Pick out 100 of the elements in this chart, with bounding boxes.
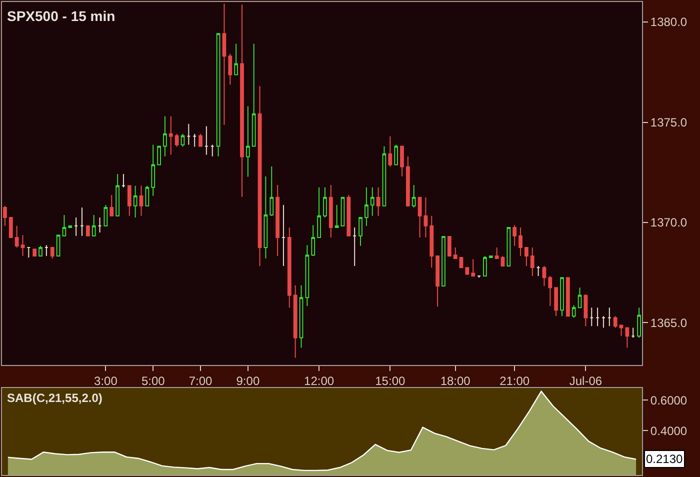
- y-tick-label: 0.4000: [650, 424, 688, 438]
- candlestick: [133, 185, 138, 218]
- y-tick-label: 1375.0: [650, 115, 688, 130]
- candlestick: [346, 194, 351, 236]
- candlestick: [596, 307, 600, 327]
- candlestick: [127, 185, 132, 216]
- candlestick: [282, 204, 286, 266]
- candlestick: [424, 196, 428, 238]
- candlestick: [412, 184, 416, 208]
- candlestick: [276, 184, 280, 256]
- candlestick: [168, 116, 173, 156]
- candlestick: [122, 173, 126, 188]
- candlestick: [488, 255, 493, 258]
- candlestick: [465, 267, 470, 275]
- candlestick: [352, 226, 357, 266]
- candlestick: [32, 248, 37, 258]
- candlestick: [74, 216, 78, 236]
- candlestick: [418, 196, 422, 238]
- candlestick: [180, 133, 185, 148]
- candlestick: [299, 284, 304, 348]
- candlestick: [68, 225, 72, 228]
- candlestick: [157, 146, 161, 166]
- candlestick: [602, 316, 606, 328]
- candlestick: [394, 144, 398, 166]
- candlestick: [637, 307, 641, 338]
- candlestick: [471, 258, 476, 276]
- candlestick: [494, 247, 499, 260]
- candlestick: [293, 284, 298, 358]
- candlestick: [560, 277, 564, 317]
- candlestick: [305, 244, 310, 307]
- candlestick: [234, 43, 238, 76]
- candlestick: [334, 204, 339, 228]
- candlestick: [619, 324, 624, 337]
- candlestick: [204, 126, 208, 156]
- candlestick: [453, 247, 458, 260]
- candlestick: [572, 304, 576, 318]
- text: SPX500 - 15 min: [7, 8, 116, 24]
- data-label: 0.2130: [646, 452, 684, 466]
- candlestick: [542, 265, 546, 287]
- candlestick: [430, 215, 434, 268]
- candlestick: [506, 226, 511, 266]
- candlestick: [477, 276, 481, 278]
- candlestick: [382, 146, 386, 206]
- candlestick: [287, 226, 292, 308]
- candlestick: [631, 327, 636, 338]
- candlestick: [530, 247, 534, 276]
- candlestick: [518, 226, 522, 256]
- candlestick: [364, 186, 368, 226]
- candlestick: [400, 146, 404, 177]
- candlestick: [406, 156, 410, 206]
- candlestick: [578, 287, 582, 308]
- candlestick: [116, 173, 120, 216]
- candlestick: [50, 247, 54, 260]
- candlestick: [317, 186, 321, 238]
- candlestick: [86, 225, 90, 236]
- candlestick: [270, 166, 274, 216]
- x-tick-label: 7:00: [188, 374, 213, 388]
- candlestick: [613, 316, 618, 328]
- candlestick: [104, 204, 108, 226]
- x-tick-label: Jul-06: [569, 374, 602, 388]
- candlestick: [222, 3, 226, 126]
- candlestick: [38, 245, 42, 256]
- candlestick: [240, 4, 244, 198]
- x-tick-label: 3:00: [94, 374, 118, 388]
- candlestick: [110, 194, 114, 216]
- candlestick: [311, 224, 316, 256]
- candlestick: [376, 186, 380, 216]
- candlestick: [512, 224, 517, 246]
- candlestick: [258, 86, 262, 266]
- candlestick: [607, 307, 612, 327]
- x-tick-label: 15:00: [375, 374, 406, 388]
- x-tick-label: 12:00: [304, 374, 334, 388]
- candlestick: [590, 307, 594, 327]
- candlestick: [92, 214, 96, 236]
- candlestick: [163, 116, 167, 157]
- x-tick-label: 18:00: [440, 374, 471, 388]
- candlestick: [139, 185, 144, 216]
- candlestick: [56, 234, 60, 256]
- candlestick: [198, 133, 202, 147]
- candlestick: [228, 53, 232, 86]
- candlestick: [14, 225, 19, 248]
- candlestick: [584, 294, 588, 327]
- y-tick-label: 1380.0: [650, 15, 688, 30]
- candlestick: [328, 184, 333, 238]
- candlestick: [246, 106, 250, 178]
- candlestick: [566, 277, 570, 317]
- y-tick-label: 0.6000: [650, 393, 688, 408]
- candlestick: [370, 186, 374, 216]
- candlestick: [554, 287, 558, 317]
- candlestick: [62, 214, 66, 236]
- candlestick: [436, 255, 440, 308]
- candlestick: [192, 133, 197, 148]
- candlestick: [548, 276, 552, 307]
- candlestick: [216, 33, 220, 157]
- candlestick: [151, 144, 156, 196]
- candlestick: [323, 186, 327, 218]
- candlestick: [80, 206, 84, 236]
- y-tick-label: 1370.0: [650, 216, 688, 230]
- candlestick: [252, 43, 256, 147]
- candlestick: [536, 265, 540, 276]
